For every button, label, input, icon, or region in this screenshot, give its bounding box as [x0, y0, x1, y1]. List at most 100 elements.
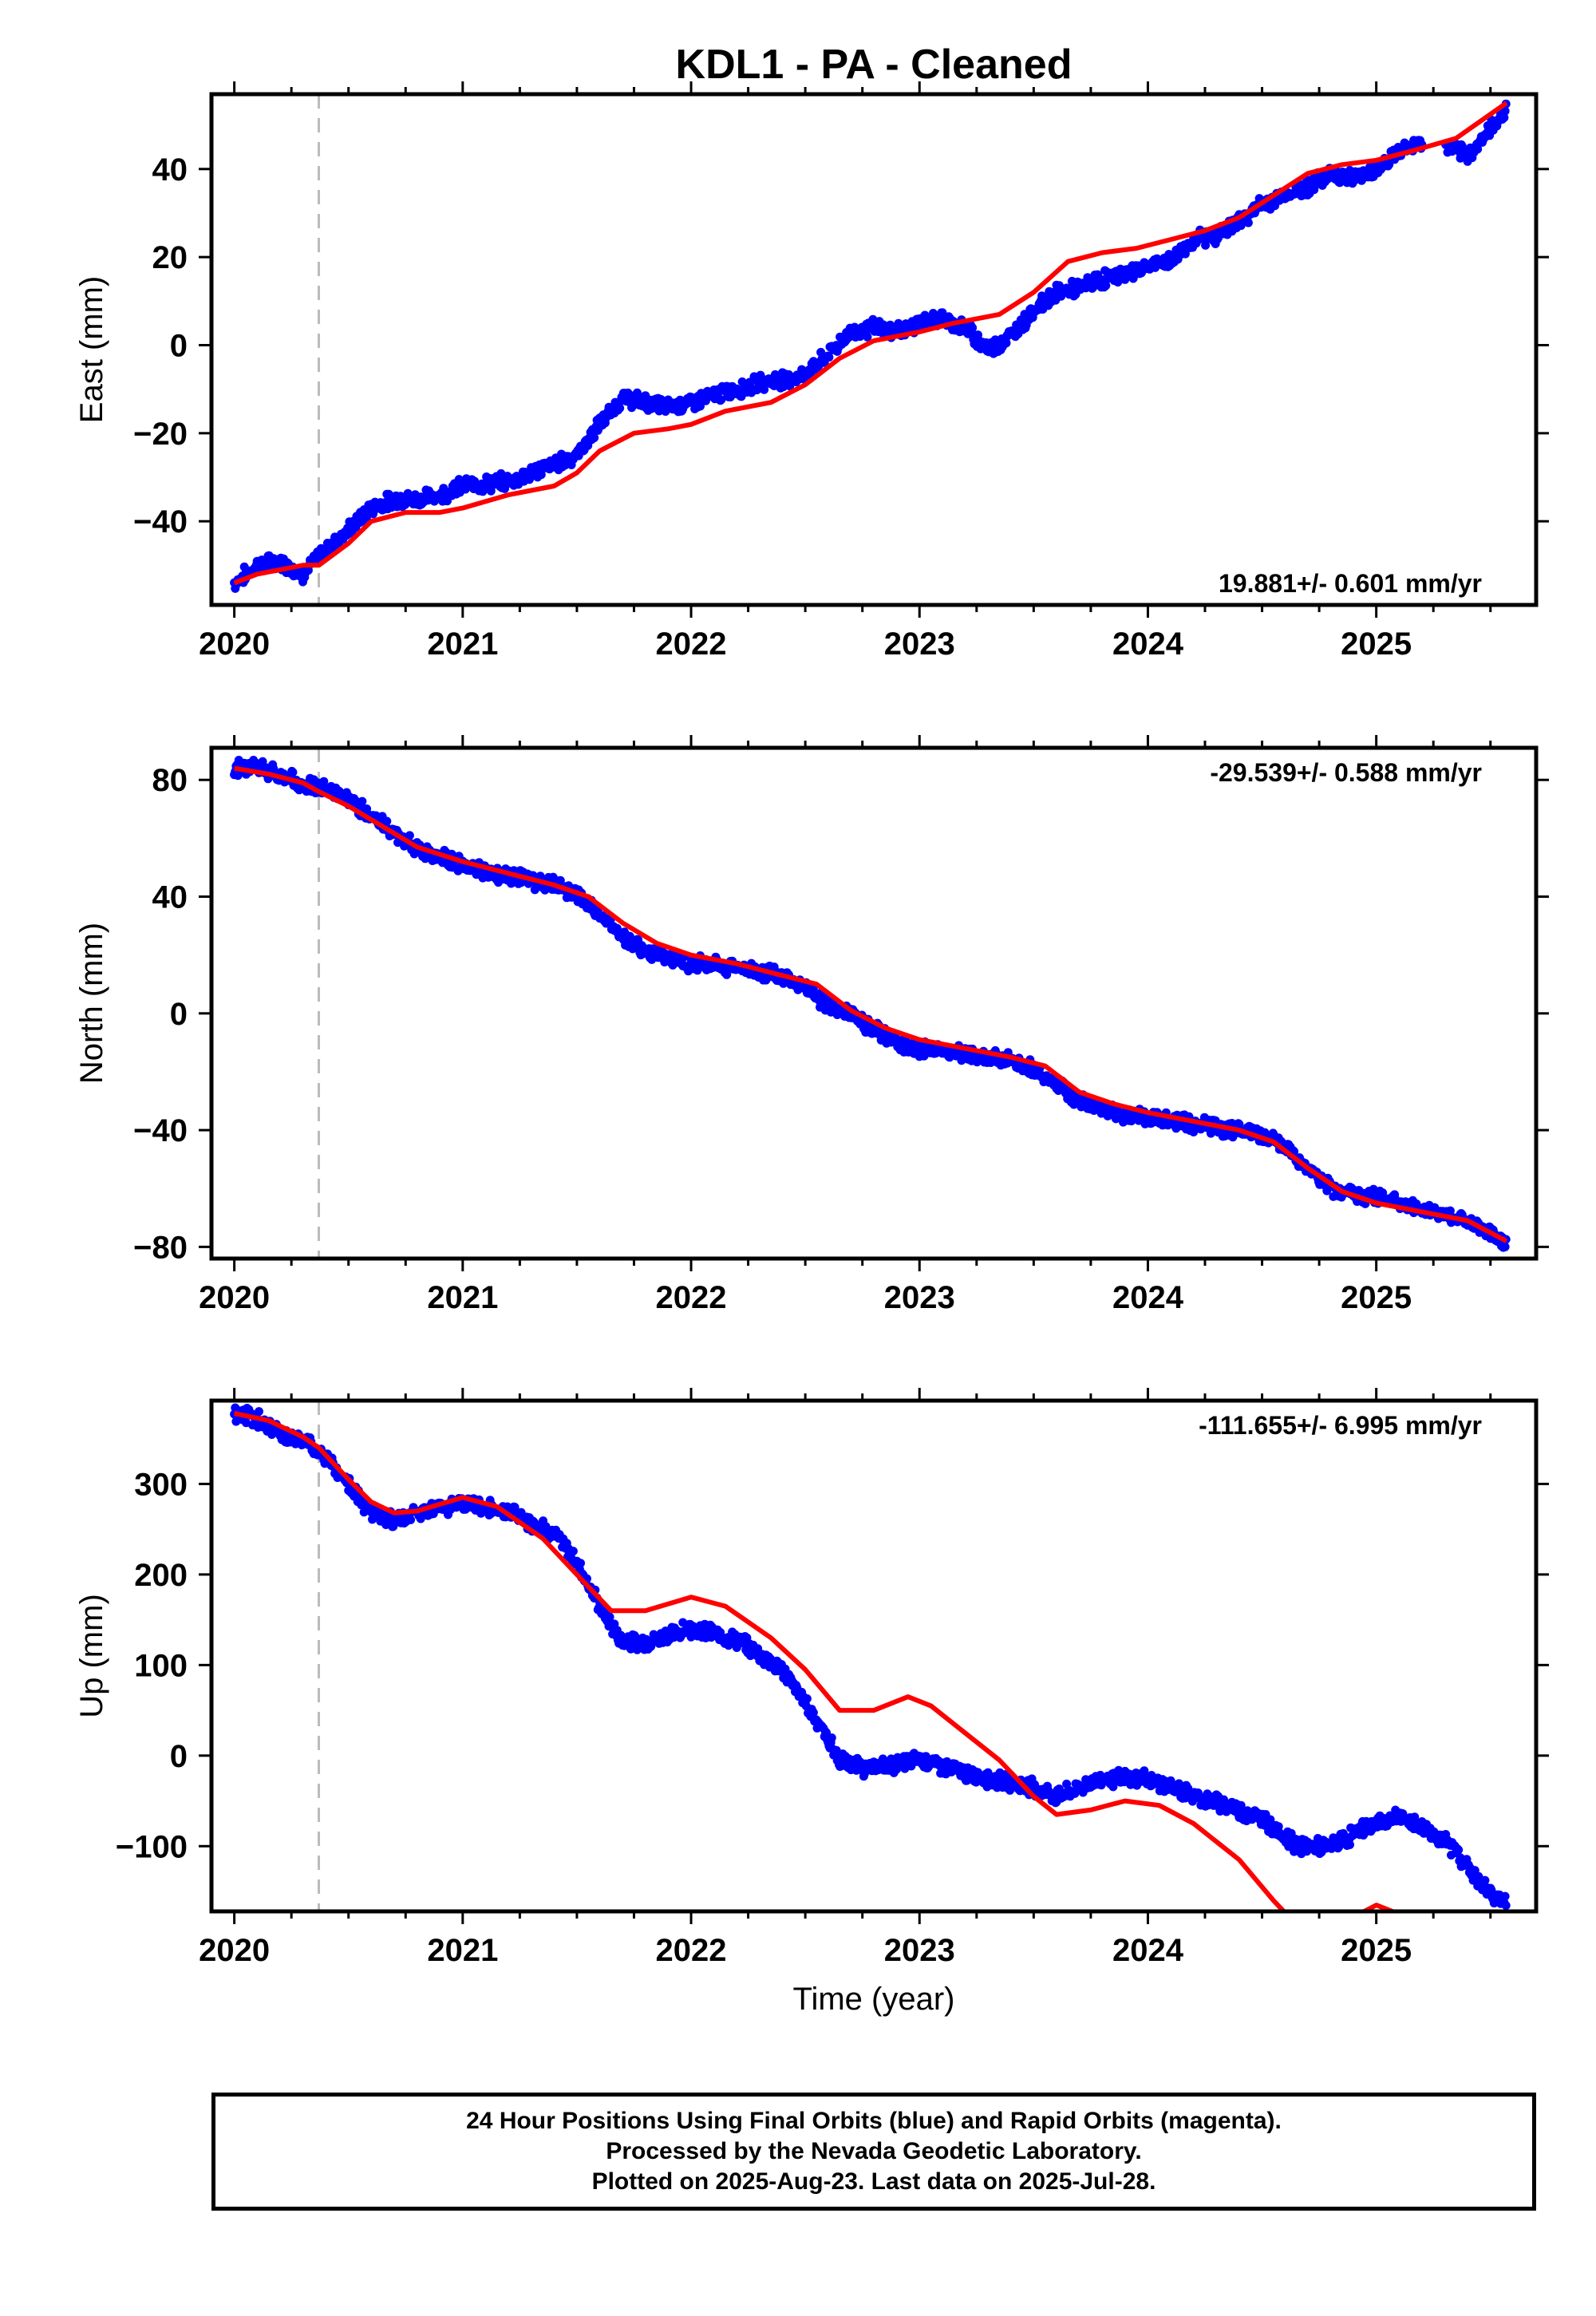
x-tick-label: 2022: [656, 1933, 727, 1968]
data-point: [1310, 185, 1319, 195]
data-point: [1480, 1875, 1490, 1885]
x-tick-label: 2024: [1112, 626, 1184, 662]
plot-area: [230, 1403, 1511, 1911]
y-axis-label: East (mm): [74, 276, 109, 423]
rate-annotation: -111.655+/- 6.995 mm/yr: [1199, 1411, 1482, 1440]
panel-frame: [209, 745, 1539, 1261]
data-point: [576, 1559, 585, 1568]
panel-north: 2020 2021 2022 2023 2024 2025 −80 −40 0 40 80 North…: [74, 735, 1549, 1315]
footer-line-3: Plotted on 2025-Aug-23. Last data on 202…: [591, 2168, 1156, 2195]
data-point: [822, 1728, 831, 1737]
data-point: [1454, 1845, 1464, 1855]
data-point: [1243, 218, 1253, 227]
data-point: [722, 970, 732, 979]
rate-annotation: -29.539+/- 0.588 mm/yr: [1210, 758, 1482, 787]
plot-area: [230, 756, 1511, 1252]
x-tick-label: 2024: [1112, 1280, 1184, 1315]
data-point: [1054, 1784, 1064, 1793]
x-tick-label: 2021: [427, 1933, 498, 1968]
panel-frame: [209, 92, 1539, 607]
data-point: [968, 323, 978, 333]
observed-series: [230, 1403, 1511, 1911]
y-tick-label: 100: [134, 1648, 188, 1683]
data-point: [863, 332, 872, 342]
data-point: [288, 768, 298, 777]
data-point: [1101, 281, 1111, 290]
data-point: [1499, 113, 1509, 122]
y-tick-label: 40: [152, 152, 188, 188]
data-point: [255, 1407, 263, 1417]
model-line: [233, 101, 1508, 586]
panel-frame: [209, 1398, 1539, 1914]
data-point: [358, 796, 367, 806]
data-point: [1236, 221, 1246, 231]
y-tick-label: 0: [170, 328, 188, 363]
x-tick-label: 2023: [884, 1280, 955, 1315]
data-point: [717, 395, 726, 405]
footer-line-1: 24 Hour Positions Using Final Orbits (bl…: [466, 2108, 1282, 2134]
y-tick-label: 20: [152, 240, 188, 275]
x-axis-label: Time (year): [793, 1982, 955, 2017]
x-tick-label: 2025: [1341, 626, 1412, 662]
model-line: [233, 1410, 1399, 1911]
rate-annotation: 19.881+/- 0.601 mm/yr: [1219, 569, 1482, 598]
x-tick-label: 2023: [884, 626, 955, 662]
x-tick-label: 2023: [884, 1933, 955, 1968]
data-point: [1236, 1800, 1246, 1810]
y-axis-label: Up (mm): [74, 1594, 109, 1718]
data-point: [590, 433, 599, 442]
x-tick-label: 2025: [1341, 1280, 1412, 1315]
model-line: [234, 765, 1508, 1243]
y-axis-label: North (mm): [74, 923, 109, 1084]
y-tick-label: −80: [133, 1230, 188, 1265]
y-tick-label: −20: [133, 417, 188, 452]
data-point: [405, 831, 414, 840]
y-tick-label: −100: [116, 1829, 188, 1864]
data-point: [824, 353, 834, 362]
data-point: [1001, 338, 1011, 348]
y-tick-label: −40: [133, 1113, 188, 1148]
x-tick-label: 2020: [199, 1280, 270, 1315]
y-tick-label: 200: [134, 1558, 188, 1593]
data-point: [1345, 1840, 1354, 1849]
x-tick-label: 2022: [656, 1280, 727, 1315]
data-point: [808, 1708, 818, 1717]
y-tick-label: 80: [152, 763, 188, 798]
data-point: [808, 984, 818, 994]
data-point: [1500, 1891, 1510, 1901]
y-tick-label: −40: [133, 504, 188, 539]
y-tick-label: 300: [134, 1467, 188, 1502]
x-tick-label: 2022: [656, 626, 727, 662]
x-tick-label: 2021: [427, 1280, 498, 1315]
x-tick-label: 2020: [199, 626, 270, 662]
footer-box: 24 Hour Positions Using Final Orbits (bl…: [211, 2093, 1536, 2211]
data-point: [760, 385, 769, 394]
data-point: [382, 816, 392, 826]
data-point: [1266, 1815, 1275, 1824]
data-point: [802, 1694, 812, 1703]
x-tick-label: 2025: [1341, 1933, 1412, 1968]
footer-line-2: Processed by the Nevada Geodetic Laborat…: [606, 2138, 1142, 2164]
data-point: [616, 1630, 626, 1640]
data-point: [827, 1733, 836, 1742]
x-tick-label: 2021: [427, 626, 498, 662]
chart-title: KDL1 - PA - Cleaned: [676, 41, 1073, 88]
data-point: [1500, 1242, 1510, 1251]
data-point: [1501, 1901, 1511, 1911]
x-tick-label: 2024: [1112, 1933, 1184, 1968]
data-point: [1140, 1766, 1149, 1776]
data-point: [319, 777, 329, 786]
data-point: [541, 1522, 551, 1531]
data-point: [1108, 1782, 1118, 1792]
data-point: [406, 1515, 416, 1524]
observed-series: [230, 99, 1511, 593]
data-point: [615, 403, 625, 413]
plot-area: [230, 99, 1511, 593]
x-tick-label: 2020: [199, 1933, 270, 1968]
data-point: [1445, 1206, 1455, 1215]
data-point: [568, 1547, 578, 1556]
y-tick-label: 0: [170, 997, 188, 1032]
panels-layer: 2020 2021 2022 2023 2024 2025 −40 −20 0 20 40 East …: [74, 81, 1549, 1968]
panel-east: 2020 2021 2022 2023 2024 2025 −40 −20 0 20 40 East …: [74, 81, 1549, 662]
